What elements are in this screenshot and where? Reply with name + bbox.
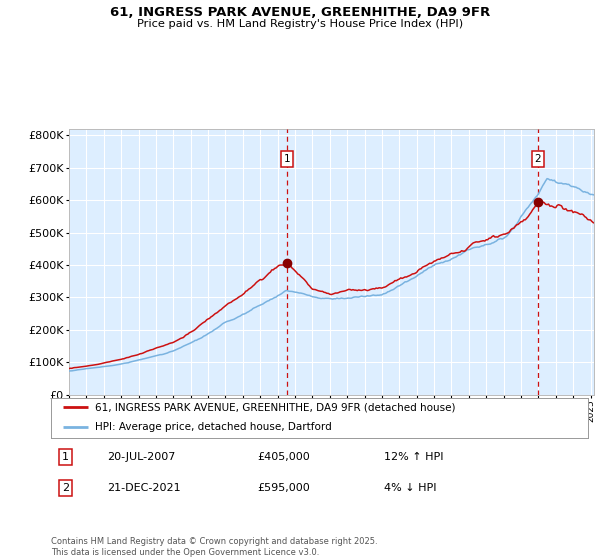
Text: 1: 1 [284, 155, 290, 165]
Text: Contains HM Land Registry data © Crown copyright and database right 2025.
This d: Contains HM Land Registry data © Crown c… [51, 537, 377, 557]
Text: 2: 2 [535, 155, 541, 165]
Text: 12% ↑ HPI: 12% ↑ HPI [384, 452, 443, 462]
Text: 4% ↓ HPI: 4% ↓ HPI [384, 483, 436, 493]
Text: 61, INGRESS PARK AVENUE, GREENHITHE, DA9 9FR: 61, INGRESS PARK AVENUE, GREENHITHE, DA9… [110, 6, 490, 18]
Text: Price paid vs. HM Land Registry's House Price Index (HPI): Price paid vs. HM Land Registry's House … [137, 19, 463, 29]
Text: 20-JUL-2007: 20-JUL-2007 [107, 452, 176, 462]
Text: 1: 1 [62, 452, 69, 462]
Text: 2: 2 [62, 483, 69, 493]
Text: £595,000: £595,000 [258, 483, 310, 493]
Text: 21-DEC-2021: 21-DEC-2021 [107, 483, 181, 493]
Text: HPI: Average price, detached house, Dartford: HPI: Average price, detached house, Dart… [95, 422, 332, 432]
Text: 61, INGRESS PARK AVENUE, GREENHITHE, DA9 9FR (detached house): 61, INGRESS PARK AVENUE, GREENHITHE, DA9… [95, 402, 455, 412]
Text: £405,000: £405,000 [258, 452, 310, 462]
